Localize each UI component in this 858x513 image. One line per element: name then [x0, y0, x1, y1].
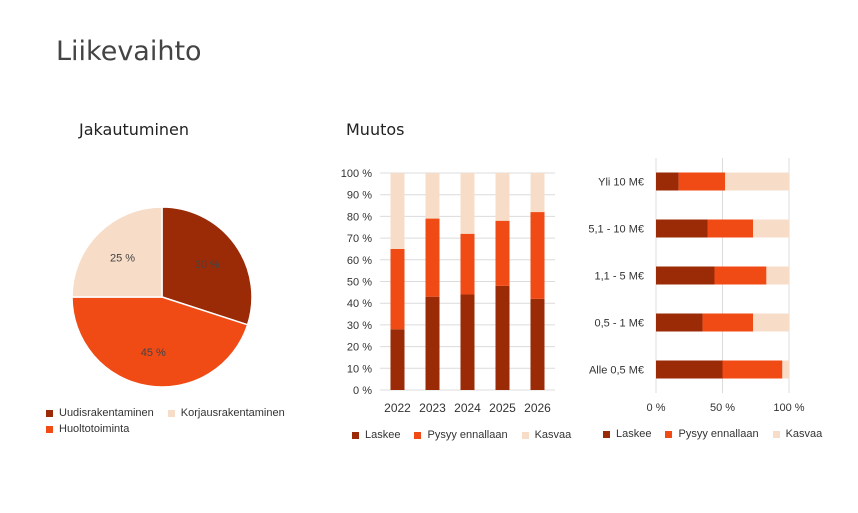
bar-segment: [425, 218, 440, 297]
bar-segment: [656, 313, 703, 332]
y-tick-label: 0,5 - 1 M€: [594, 318, 644, 330]
legend-label: Laskee: [616, 428, 652, 440]
bar-segment: [495, 173, 510, 221]
legend-item-uudisrakentaminen: Uudisrakentaminen: [46, 407, 154, 419]
legend-item-laskee: Laskee: [603, 428, 651, 440]
x-tick-label: 2025: [489, 401, 516, 415]
bar-segment: [390, 329, 405, 390]
x-tick-label: 2023: [419, 401, 446, 415]
y-tick-label: 40 %: [347, 298, 372, 310]
legend-label: Pysyy ennallaan: [678, 428, 759, 440]
legend-item-kasvaa: Kasvaa: [772, 428, 823, 440]
bar-segment: [425, 296, 440, 390]
bar-segment: [656, 360, 723, 379]
legend-swatch: [414, 431, 422, 439]
y-tick-label: Alle 0,5 M€: [589, 365, 644, 377]
legend-item-huoltotoiminta: Huoltotoiminta: [46, 423, 129, 435]
bar-segment: [460, 173, 475, 234]
legend-swatch: [772, 430, 780, 438]
page-title: Liikevaihto: [56, 36, 202, 67]
bar-segment: [495, 220, 510, 286]
bar-segment: [425, 173, 440, 219]
legend-item-kasvaa: Kasvaa: [521, 429, 572, 441]
bar-segment: [495, 285, 510, 390]
legend-swatch: [521, 431, 529, 439]
bar-segment: [707, 219, 754, 238]
bar-segment: [460, 233, 475, 295]
legend-item-pysyy-ennallaan: Pysyy ennallaan: [414, 429, 508, 441]
y-tick-label: 0 %: [353, 385, 372, 397]
legend-swatch: [167, 409, 175, 417]
pie-slice: [71, 206, 163, 298]
bar-segment: [530, 298, 545, 390]
y-tick-label: 20 %: [347, 342, 372, 354]
bar-segment: [656, 266, 715, 285]
x-tick-label: 2024: [454, 401, 481, 415]
legend-item-korjausrakentaminen: Korjausrakentaminen: [167, 407, 285, 419]
pie-slice: [71, 296, 249, 388]
pie-value-label: 45 %: [141, 347, 166, 359]
x-tick-label: 0 %: [647, 402, 666, 414]
vertical-stacked-bar-chart: 0 % 10 % 20 % 30 % 40 % 50 % 60 % 70 % 80 % 90 % 1…: [341, 168, 555, 415]
y-tick-label: 5,1 - 10 M€: [588, 224, 644, 236]
legend-swatch: [603, 430, 610, 438]
y-tick-label: 10 %: [347, 363, 372, 375]
bar-segment: [725, 172, 789, 191]
bar-chart-title: Muutos: [346, 120, 405, 139]
y-tick-label: 70 %: [347, 233, 372, 245]
bar-segment: [753, 219, 789, 238]
bar-segment: [753, 313, 789, 332]
bar-segment: [656, 219, 708, 238]
pie-chart: 30 % 45 % 25 %: [71, 206, 253, 388]
horizontal-stacked-bar-chart: 0 % 50 % 100 % Yli 10 M€ 5,1 - 10 M€ 1,1 - 5 …: [588, 158, 805, 414]
bar-segment: [530, 212, 545, 299]
legend-item-pysyy-ennallaan: Pysyy ennallaan: [665, 428, 759, 440]
legend-label: Laskee: [365, 429, 401, 441]
bar-segment: [714, 266, 767, 285]
legend-label: Huoltotoiminta: [59, 423, 130, 435]
y-tick-label: 80 %: [347, 211, 372, 223]
bar-segment: [390, 248, 405, 330]
pie-value-label: 30 %: [195, 259, 220, 271]
x-tick-label: 100 %: [773, 402, 804, 414]
bar-segment: [390, 173, 405, 249]
legend-swatch: [665, 430, 673, 438]
legend-label: Uudisrakentaminen: [59, 407, 154, 419]
pie-slice: [161, 206, 253, 326]
bar-segment: [656, 172, 679, 191]
y-tick-label: 100 %: [341, 168, 372, 180]
y-tick-label: 60 %: [347, 255, 372, 267]
x-tick-label: 2022: [384, 401, 411, 415]
bar-segment: [722, 360, 783, 379]
legend-swatch: [46, 409, 53, 417]
legend-swatch: [352, 431, 359, 439]
pie-value-label: 25 %: [110, 253, 135, 265]
hbar-legend: Laskee Pysyy ennallaan Kasvaa: [603, 428, 822, 440]
y-tick-label: 50 %: [347, 277, 372, 289]
vbar-legend: Laskee Pysyy ennallaan Kasvaa: [352, 429, 571, 441]
bar-segment: [530, 173, 545, 213]
x-tick-label: 2026: [524, 401, 551, 415]
y-tick-label: 30 %: [347, 320, 372, 332]
x-tick-label: 50 %: [710, 402, 735, 414]
bar-segment: [766, 266, 789, 285]
legend-label: Kasvaa: [534, 429, 572, 441]
legend-label: Korjausrakentaminen: [180, 407, 285, 419]
bar-segment: [678, 172, 726, 191]
legend-label: Kasvaa: [785, 428, 823, 440]
pie-legend: Uudisrakentaminen Korjausrakentaminen Hu…: [46, 407, 306, 435]
y-tick-label: 90 %: [347, 190, 372, 202]
y-tick-label: 1,1 - 5 M€: [594, 271, 644, 283]
pie-chart-title: Jakautuminen: [79, 120, 190, 139]
y-tick-label: Yli 10 M€: [598, 177, 644, 189]
legend-item-laskee: Laskee: [352, 429, 400, 441]
bar-segment: [702, 313, 754, 332]
bar-segment: [460, 294, 475, 390]
legend-swatch: [46, 425, 53, 433]
legend-label: Pysyy ennallaan: [427, 429, 508, 441]
bar-segment: [782, 360, 789, 379]
